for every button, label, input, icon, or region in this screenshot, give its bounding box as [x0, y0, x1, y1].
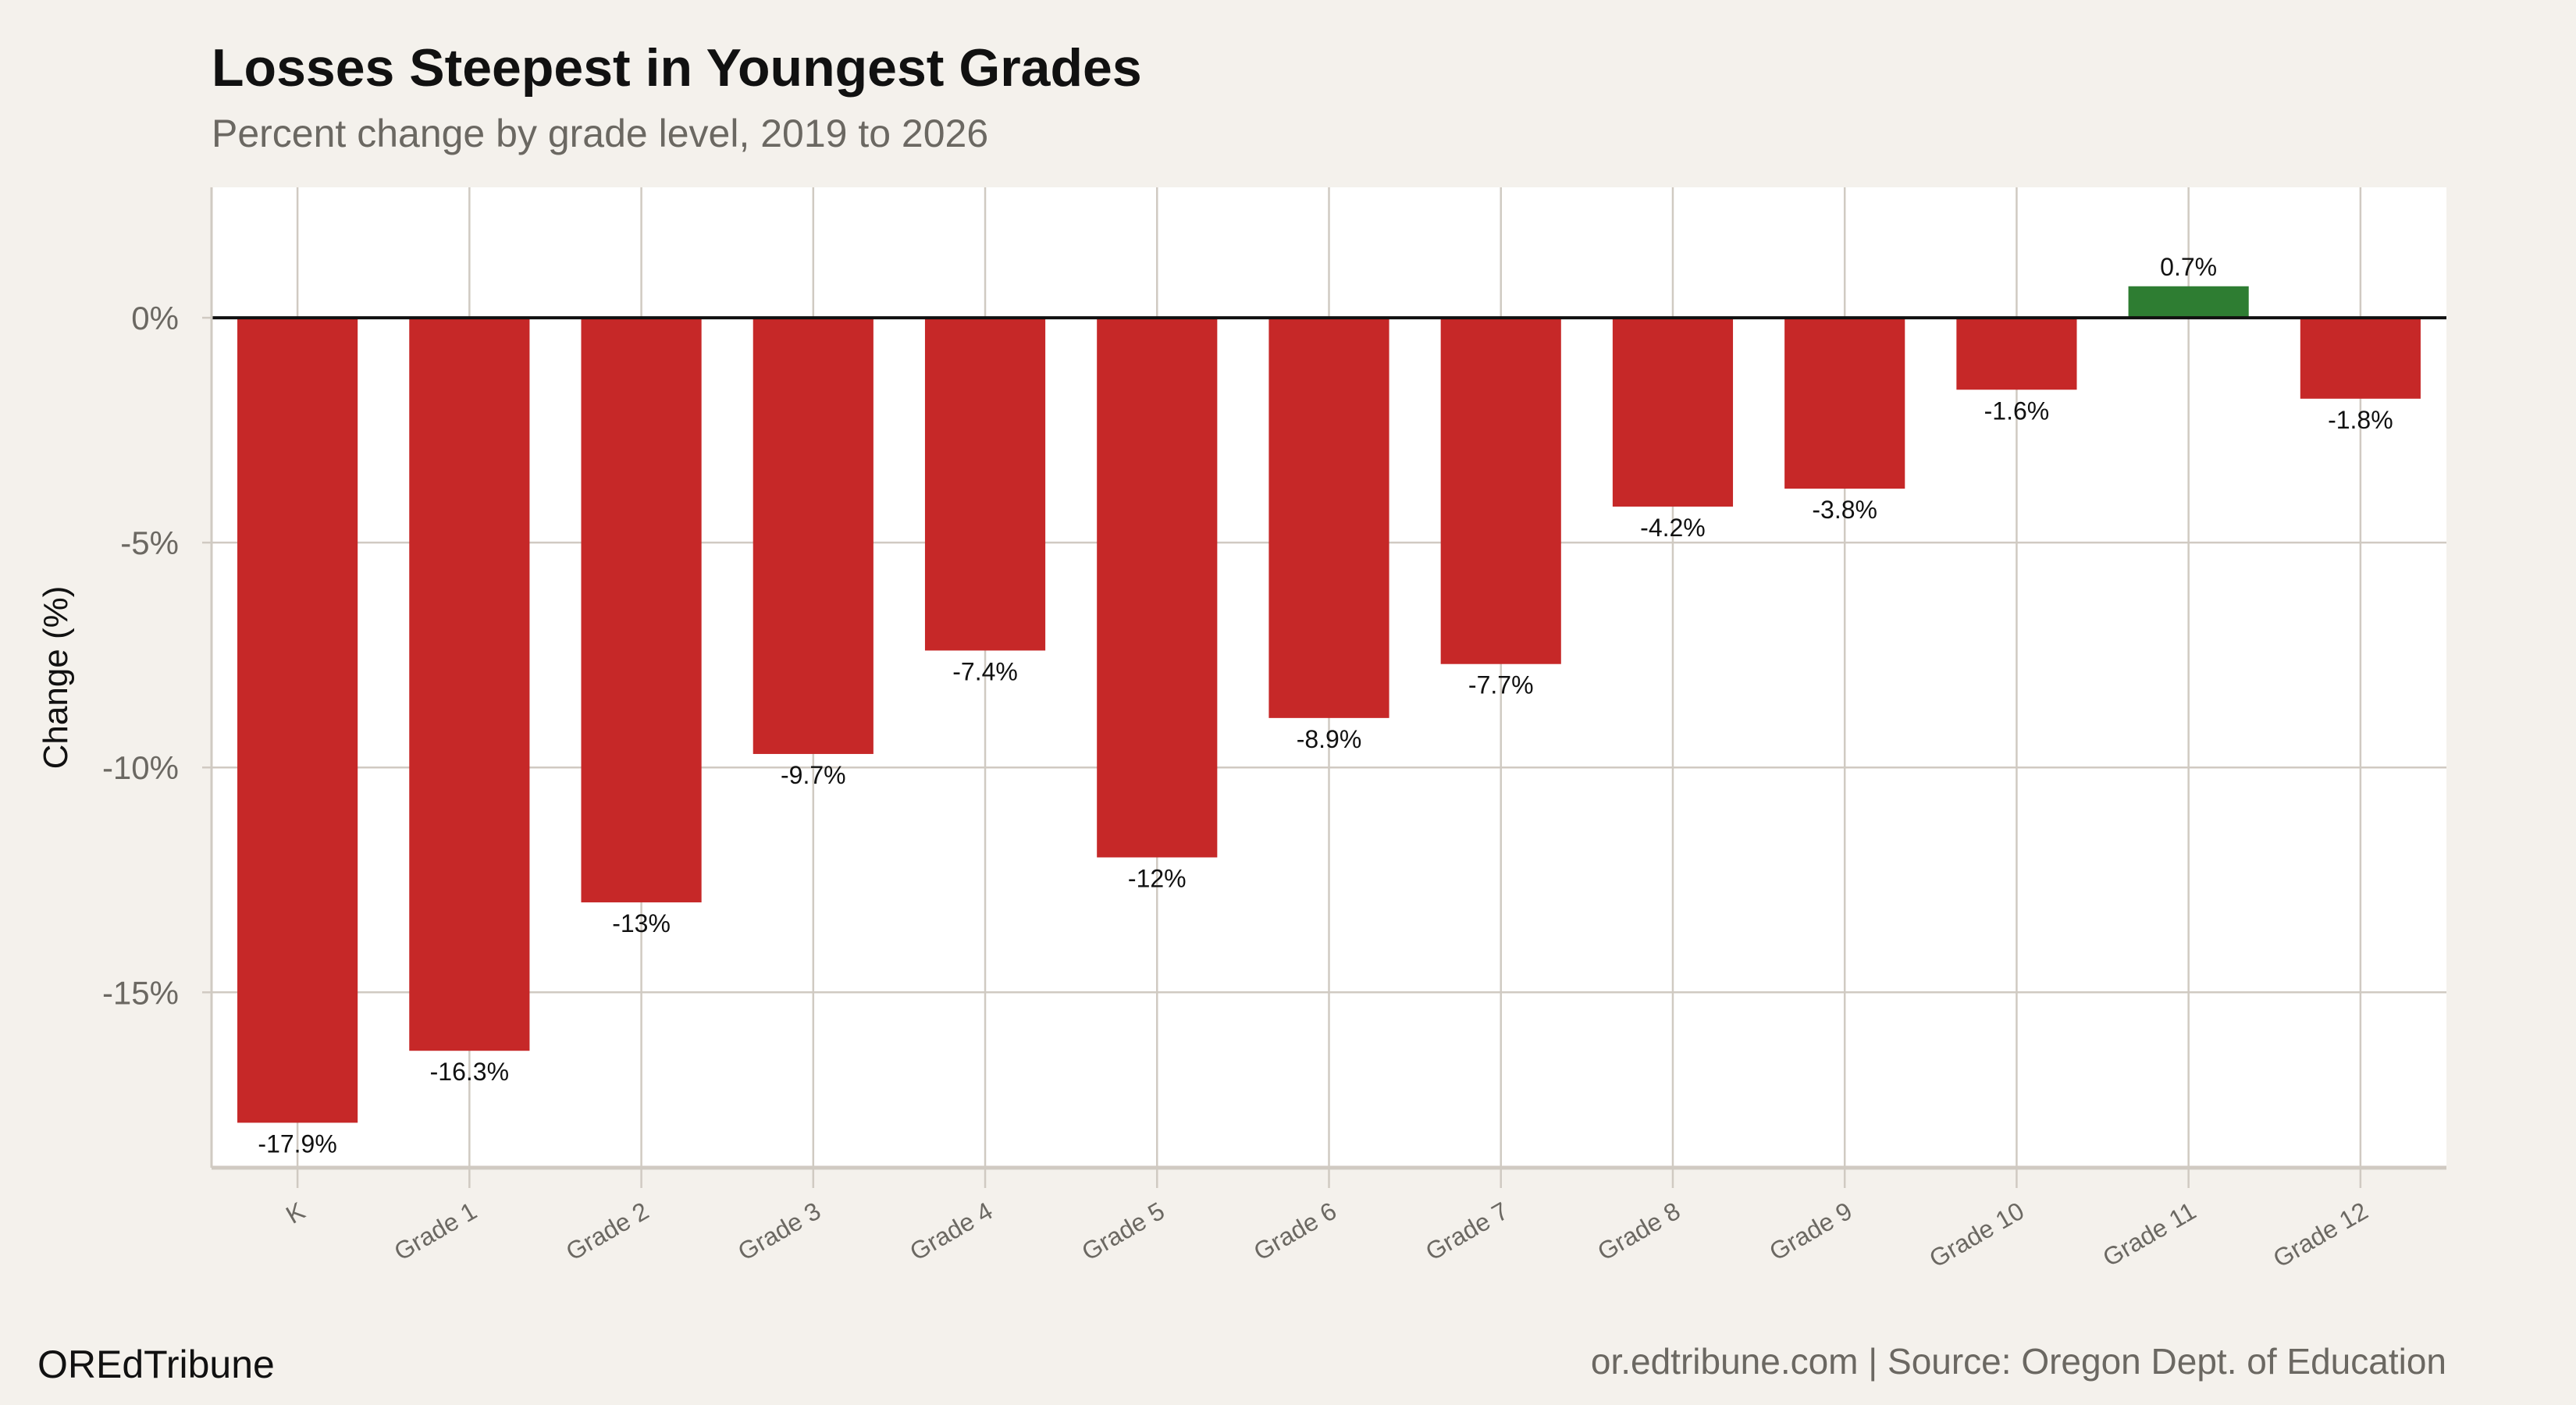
y-tick-label: -10% — [102, 749, 179, 786]
y-tick-label: -5% — [120, 525, 179, 561]
x-tick-label: K — [281, 1197, 309, 1229]
bar-grade-5 — [1097, 318, 1218, 858]
bar-grade-1 — [409, 318, 530, 1051]
bar-value-label: -3.8% — [1812, 496, 1877, 524]
x-tick-label: Grade 11 — [2098, 1197, 2201, 1272]
bar-k — [237, 318, 358, 1123]
bar-grade-2 — [581, 318, 702, 903]
bar-value-label: -4.2% — [1640, 514, 1706, 542]
bar-grade-3 — [753, 318, 873, 754]
bar-value-label: -16.3% — [430, 1058, 509, 1086]
data-labels: -17.9% -16.3% -13% -9.7% -7.4% -12% -8.9% -7.7%… — [258, 253, 2393, 1158]
bar-value-label: -13% — [612, 909, 671, 937]
source-label: or.edtribune.com | Source: Oregon Dept. … — [1591, 1341, 2446, 1382]
x-tick-label: Grade 4 — [905, 1197, 997, 1266]
bar-value-label: -7.7% — [1468, 671, 1534, 699]
bars — [212, 286, 2446, 1123]
bar-grade-7 — [1440, 318, 1561, 664]
x-tick-label: Grade 10 — [1924, 1197, 2029, 1273]
bar-grade-11 — [2128, 286, 2249, 318]
x-tick-label: Grade 3 — [733, 1197, 825, 1266]
x-tick-label: Grade 8 — [1592, 1197, 1685, 1266]
bar-value-label: -12% — [1128, 864, 1187, 892]
y-tick-label: -15% — [102, 974, 179, 1011]
x-tick-label: Grade 9 — [1765, 1197, 1857, 1266]
bar-grade-4 — [924, 318, 1046, 651]
x-tick-label: Grade 12 — [2268, 1197, 2373, 1273]
bar-value-label: -7.4% — [952, 657, 1018, 685]
bar-grade-8 — [1612, 318, 1734, 507]
x-tick-label: Grade 7 — [1421, 1197, 1513, 1266]
y-axis: 0% -5% -10% -15% — [102, 187, 213, 1168]
bar-grade-10 — [1956, 318, 2077, 390]
x-tick-label: Grade 6 — [1249, 1197, 1341, 1266]
y-axis-title: Change (%) — [37, 586, 75, 770]
y-tick-label: 0% — [131, 300, 179, 336]
bar-value-label: -1.8% — [2328, 406, 2393, 434]
bar-value-label: -8.9% — [1297, 725, 1362, 753]
bar-grade-6 — [1268, 318, 1389, 718]
x-axis: K Grade 1 Grade 2 Grade 3 Grade 4 Grade 5 Grad… — [212, 1165, 2446, 1273]
brand-label: OREdTribune — [37, 1343, 275, 1386]
bar-value-label: 0.7% — [2160, 253, 2217, 281]
x-tick-label: Grade 2 — [561, 1197, 653, 1266]
x-tick-label: Grade 1 — [390, 1197, 482, 1266]
bar-grade-12 — [2300, 318, 2421, 399]
bar-value-label: -9.7% — [781, 761, 846, 789]
bar-grade-9 — [1784, 318, 1905, 489]
x-tick-label: Grade 5 — [1077, 1197, 1169, 1266]
chart-subtitle: Percent change by grade level, 2019 to 2… — [212, 112, 988, 155]
chart-title: Losses Steepest in Youngest Grades — [212, 38, 1142, 98]
bar-value-label: -1.6% — [1984, 397, 2050, 425]
bar-value-label: -17.9% — [258, 1129, 336, 1158]
